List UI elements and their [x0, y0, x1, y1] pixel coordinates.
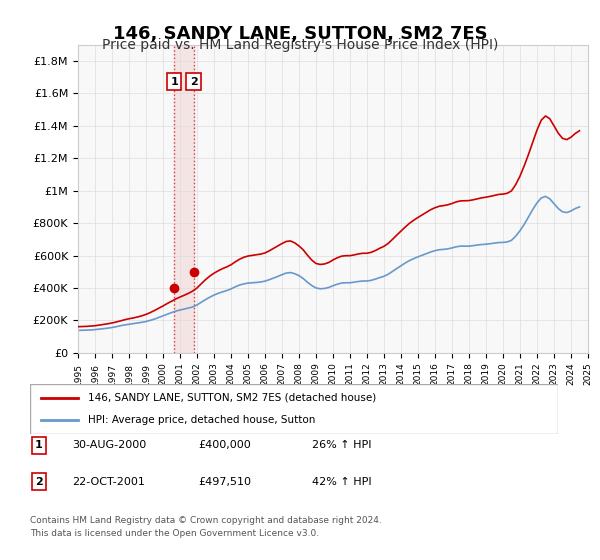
- Text: 26% ↑ HPI: 26% ↑ HPI: [312, 440, 371, 450]
- Text: 42% ↑ HPI: 42% ↑ HPI: [312, 477, 371, 487]
- Text: Contains HM Land Registry data © Crown copyright and database right 2024.: Contains HM Land Registry data © Crown c…: [30, 516, 382, 525]
- Text: 146, SANDY LANE, SUTTON, SM2 7ES (detached house): 146, SANDY LANE, SUTTON, SM2 7ES (detach…: [88, 393, 376, 403]
- Bar: [174, 45, 194, 353]
- Text: 1: 1: [170, 77, 178, 87]
- Text: This data is licensed under the Open Government Licence v3.0.: This data is licensed under the Open Gov…: [30, 529, 319, 538]
- FancyBboxPatch shape: [30, 384, 558, 434]
- Text: 1: 1: [35, 440, 43, 450]
- Text: HPI: Average price, detached house, Sutton: HPI: Average price, detached house, Sutt…: [88, 415, 316, 425]
- Text: 30-AUG-2000: 30-AUG-2000: [72, 440, 146, 450]
- Text: 2: 2: [190, 77, 197, 87]
- Text: 146, SANDY LANE, SUTTON, SM2 7ES: 146, SANDY LANE, SUTTON, SM2 7ES: [113, 25, 487, 43]
- Text: Price paid vs. HM Land Registry's House Price Index (HPI): Price paid vs. HM Land Registry's House …: [102, 38, 498, 52]
- Text: £497,510: £497,510: [198, 477, 251, 487]
- Text: 22-OCT-2001: 22-OCT-2001: [72, 477, 145, 487]
- Text: 2: 2: [35, 477, 43, 487]
- Text: £400,000: £400,000: [198, 440, 251, 450]
